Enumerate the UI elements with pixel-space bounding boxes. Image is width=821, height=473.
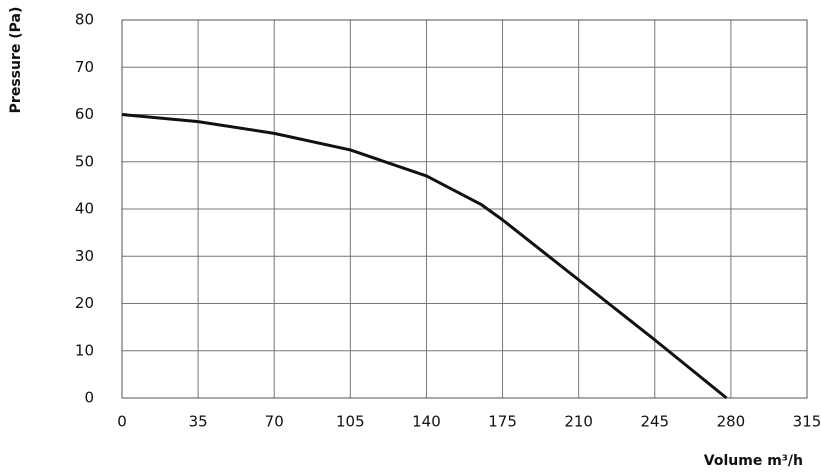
x-tick-label: 35 (189, 413, 208, 431)
x-tick-label: 70 (265, 413, 284, 431)
x-tick-label: 175 (488, 413, 517, 431)
y-tick-label: 60 (75, 105, 94, 123)
y-tick-label: 20 (75, 294, 94, 312)
x-tick-label: 280 (717, 413, 746, 431)
curve (121, 113, 728, 400)
x-tick-label: 315 (793, 413, 821, 431)
y-tick-label: 80 (75, 11, 94, 29)
x-tick-label: 245 (640, 413, 669, 431)
x-axis-title: Volume m³/h (704, 453, 803, 469)
y-axis-title: Pressure (Pa) (8, 7, 24, 114)
y-tick-label: 40 (75, 200, 94, 218)
y-tick-label: 10 (75, 341, 94, 359)
y-tick-label: 0 (84, 389, 94, 407)
x-tick-label: 105 (336, 413, 365, 431)
x-tick-label: 210 (564, 413, 593, 431)
y-tick-label: 30 (75, 247, 94, 265)
plot-frame (121, 19, 808, 399)
y-tick-label: 70 (75, 58, 94, 76)
x-tick-label: 140 (412, 413, 441, 431)
x-tick-label: 0 (117, 413, 127, 431)
y-tick-label: 50 (75, 152, 94, 170)
